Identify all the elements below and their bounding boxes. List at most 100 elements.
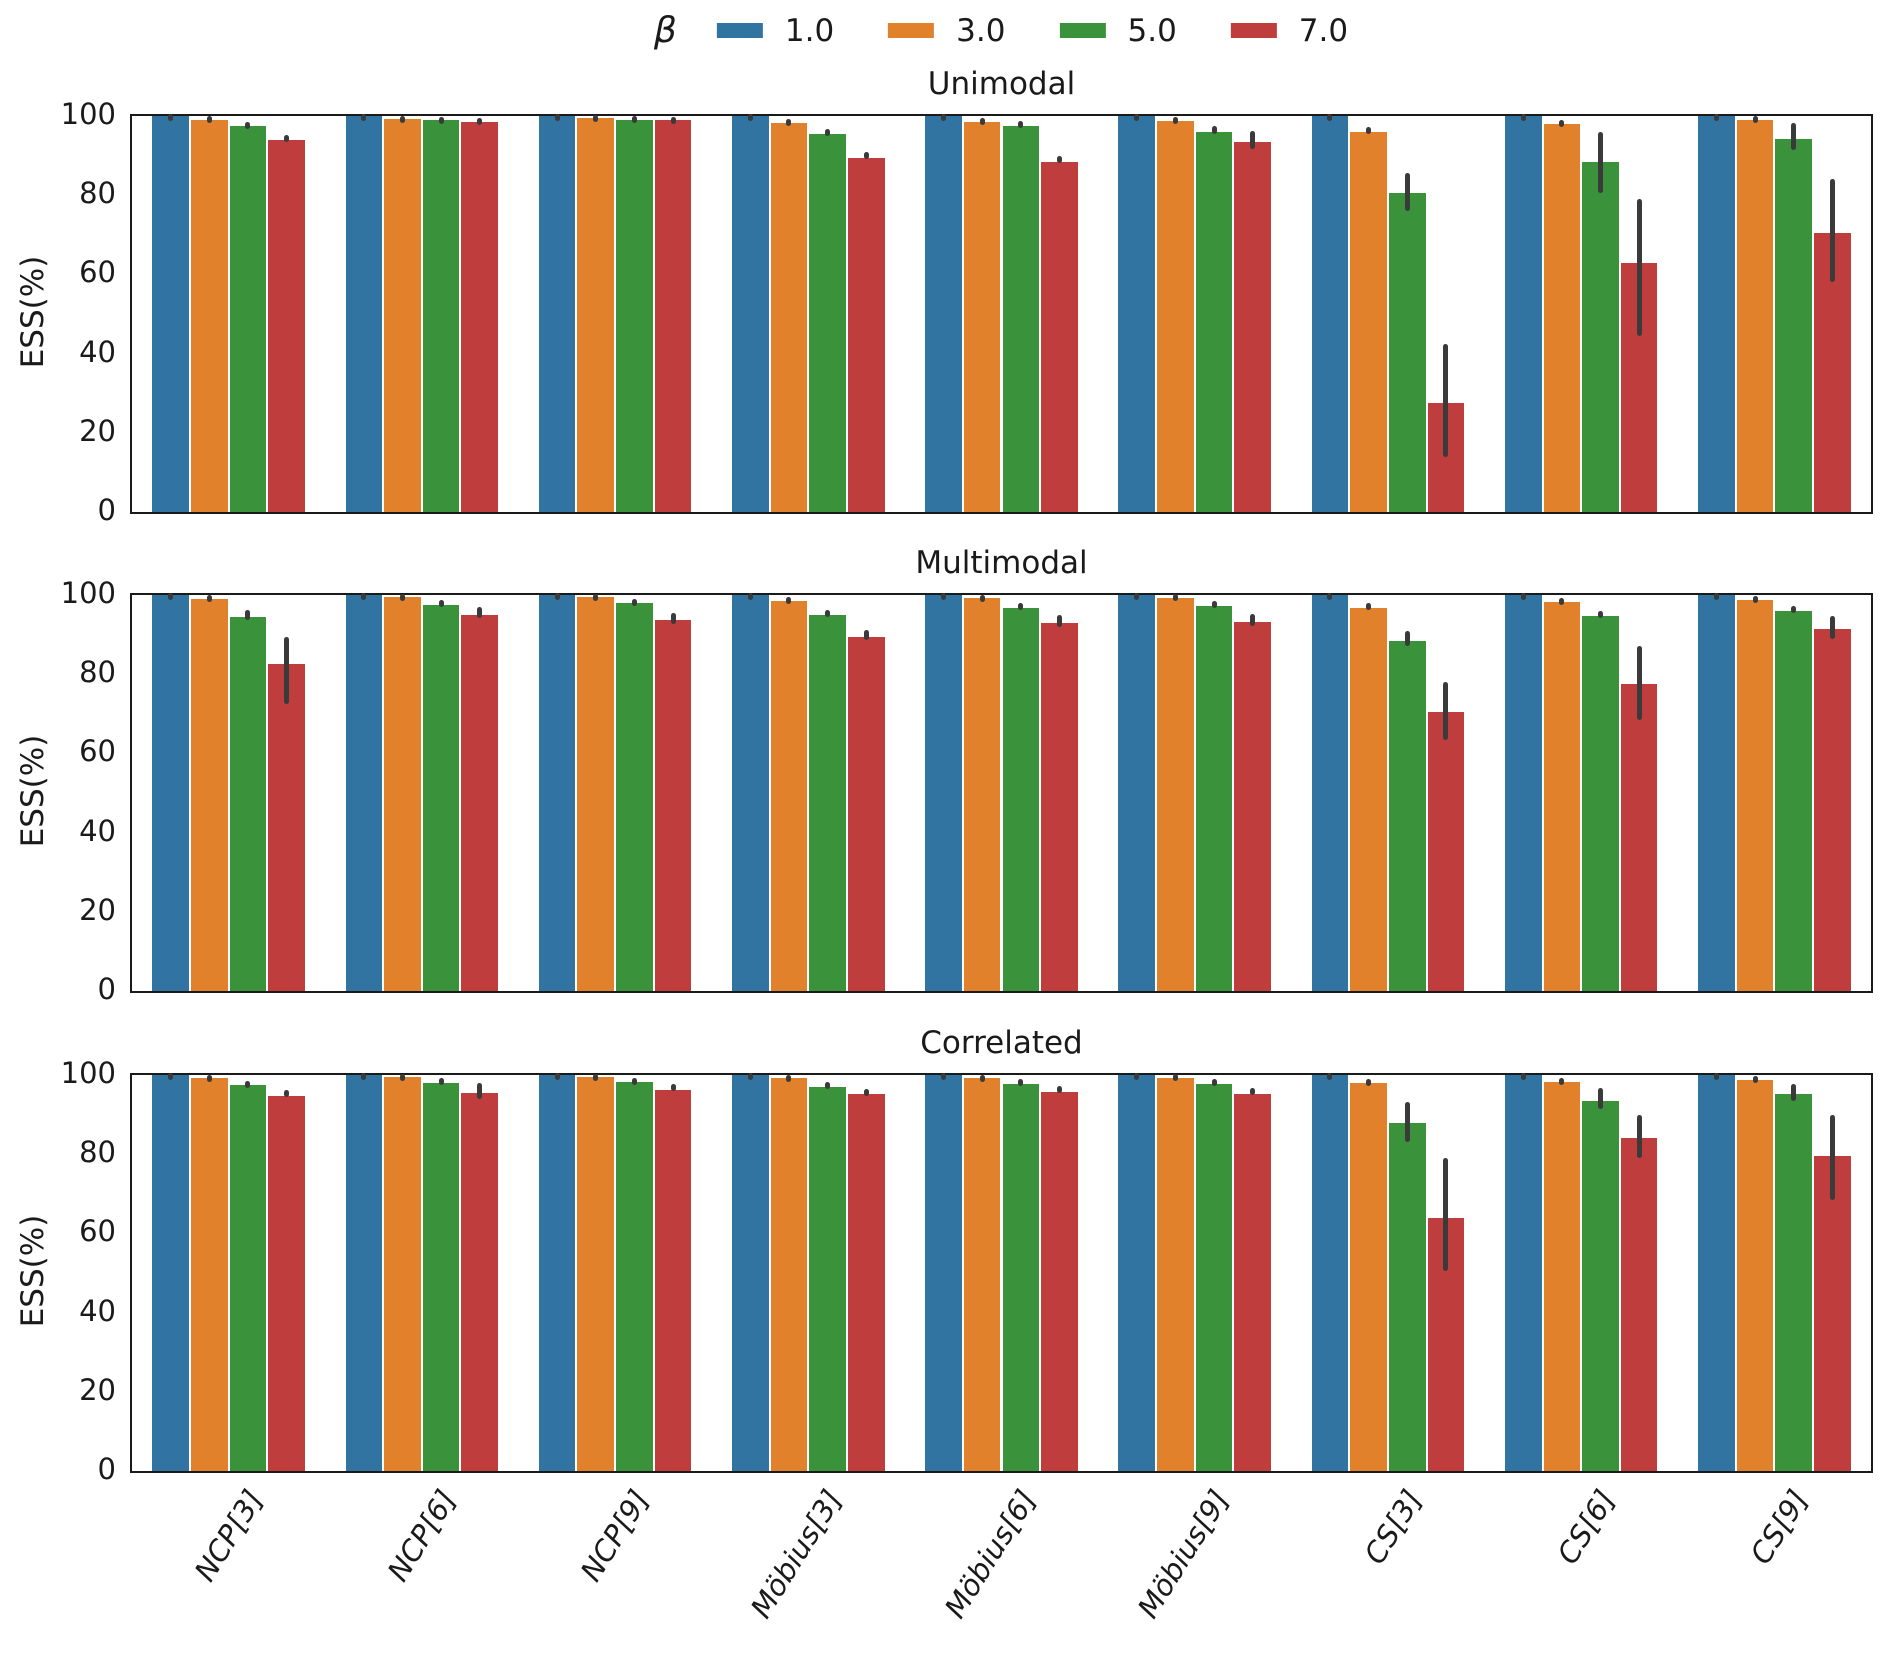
error-bar [941, 114, 947, 121]
bar-5.0-Möbius[9] [1195, 605, 1233, 991]
error-bar [168, 1073, 174, 1080]
error-bar [1636, 646, 1642, 720]
error-bar [1443, 1158, 1449, 1271]
error-bar [1829, 179, 1835, 283]
bar-7.0-CS[6] [1620, 1138, 1658, 1471]
x-tick-label: Möbius[6] [937, 1484, 1043, 1624]
bar-5.0-CS[6] [1582, 161, 1619, 512]
error-bar [1366, 1078, 1372, 1086]
error-bar [1172, 1074, 1178, 1082]
bar-7.0-NCP[6] [461, 614, 499, 991]
bar-3.0-NCP[6] [384, 597, 421, 991]
legend-label: 3.0 [956, 12, 1006, 49]
error-bar [1366, 602, 1372, 610]
error-bar [747, 593, 753, 600]
bar-3.0-CS[3] [1350, 132, 1387, 512]
error-bar [1520, 114, 1526, 121]
bar-7.0-Möbius[3] [847, 636, 885, 991]
bar-1.0-CS[6] [1504, 1075, 1542, 1471]
bar-3.0-Möbius[6] [963, 1078, 1001, 1471]
bar-3.0-NCP[6] [384, 1077, 421, 1471]
y-tick-label: 80 [79, 176, 116, 211]
error-bar [284, 134, 290, 142]
bar-5.0-CS[9] [1775, 1094, 1813, 1471]
bar-1.0-NCP[9] [538, 1075, 576, 1471]
error-bar [593, 115, 599, 123]
x-tick-label: NCP[3] [187, 1484, 270, 1588]
bar-3.0-CS[9] [1736, 599, 1774, 991]
bar-5.0-CS[3] [1388, 193, 1426, 512]
bar-5.0-CS[3] [1388, 640, 1426, 991]
error-bar [284, 636, 290, 704]
error-bar [1250, 613, 1256, 626]
error-bar [1250, 1088, 1256, 1096]
error-bar [1211, 125, 1217, 134]
error-bar [1404, 1101, 1410, 1143]
error-bar [284, 1090, 290, 1098]
error-bar [206, 595, 212, 603]
error-bar [1829, 615, 1835, 639]
error-bar [670, 116, 676, 124]
bar-5.0-NCP[6] [422, 604, 460, 991]
legend-swatch-5.0 [1059, 23, 1106, 38]
legend-entry: 3.0 [888, 13, 1005, 49]
error-bar [1713, 114, 1719, 121]
bar-7.0-NCP[3] [268, 1095, 305, 1471]
y-tick-label: 100 [60, 97, 116, 131]
bar-7.0-CS[9] [1814, 628, 1851, 991]
error-bar [786, 1074, 792, 1082]
error-bar [1752, 116, 1758, 124]
bar-5.0-NCP[6] [422, 1082, 460, 1471]
error-bar [825, 609, 831, 617]
bar-3.0-Möbius[3] [770, 1078, 808, 1471]
error-bar [1211, 1078, 1217, 1086]
bar-3.0-Möbius[9] [1157, 121, 1194, 512]
subplot-title: Correlated [920, 1025, 1083, 1061]
bar-3.0-Möbius[9] [1157, 1077, 1194, 1471]
bar-7.0-Möbius[3] [847, 157, 885, 512]
bar-1.0-CS[3] [1311, 116, 1349, 512]
error-bar [245, 1080, 251, 1088]
y-tick-label: 80 [79, 1135, 116, 1170]
error-bar [438, 1078, 444, 1086]
error-bar [1404, 173, 1410, 211]
bar-5.0-NCP[6] [422, 119, 460, 512]
error-bar [477, 117, 483, 125]
error-bar [206, 1074, 212, 1082]
error-bar [1443, 682, 1449, 740]
error-bar [593, 594, 599, 602]
x-tick-label: NCP[9] [573, 1484, 656, 1588]
bar-5.0-NCP[9] [616, 603, 653, 991]
error-bar [554, 114, 560, 121]
bar-1.0-CS[3] [1311, 1075, 1349, 1471]
bar-7.0-NCP[6] [461, 121, 499, 512]
legend-label: 1.0 [784, 12, 835, 49]
bar-5.0-NCP[3] [229, 126, 267, 512]
bar-1.0-Möbius[3] [731, 1075, 769, 1471]
y-tick-label: 0 [97, 493, 116, 527]
error-bar [1597, 611, 1603, 619]
error-bar [1056, 614, 1062, 627]
y-tick-label: 60 [79, 255, 116, 290]
bar-1.0-Möbius[6] [925, 1075, 962, 1471]
legend-entry: 5.0 [1059, 13, 1177, 49]
error-bar [786, 118, 792, 126]
error-bar [1056, 155, 1062, 164]
error-bar [1327, 1073, 1333, 1080]
bar-7.0-Möbius[9] [1234, 1093, 1271, 1471]
error-bar [1056, 1086, 1062, 1094]
bar-3.0-Möbius[6] [963, 598, 1001, 991]
bar-7.0-NCP[9] [654, 1089, 692, 1471]
bar-1.0-NCP[9] [538, 595, 576, 991]
x-tick-label: CS[3] [1357, 1484, 1429, 1571]
bar-1.0-Möbius[9] [1118, 1075, 1156, 1471]
bar-7.0-CS[3] [1427, 711, 1465, 991]
bar-1.0-NCP[6] [345, 1075, 383, 1471]
bar-1.0-CS[6] [1504, 116, 1542, 512]
error-bar [168, 114, 174, 121]
error-bar [477, 607, 483, 619]
bar-5.0-Möbius[3] [809, 134, 846, 512]
bar-1.0-CS[9] [1698, 1075, 1735, 1471]
bar-5.0-Möbius[6] [1002, 607, 1040, 991]
error-bar [1327, 114, 1333, 121]
